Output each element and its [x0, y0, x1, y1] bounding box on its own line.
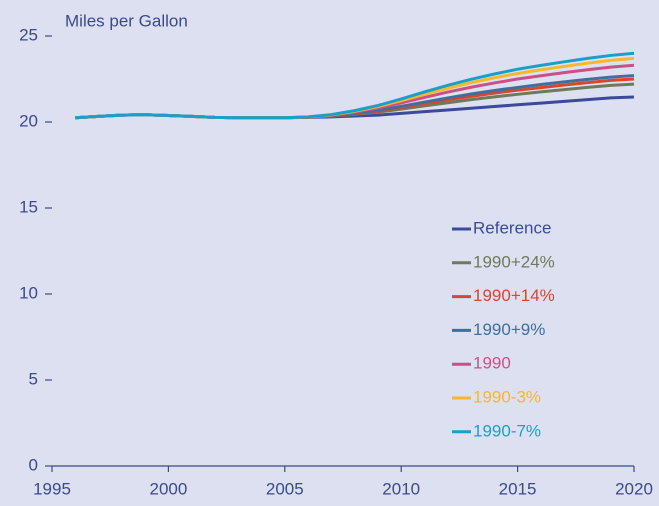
legend-label: 1990-3%	[473, 387, 541, 406]
legend-label: Reference	[473, 218, 551, 237]
series-line	[75, 51, 635, 120]
legend-label: 1990+24%	[473, 252, 555, 271]
legend-label: 1990+9%	[473, 320, 545, 339]
x-tick-label: 2005	[266, 479, 304, 498]
legend-label: 1990	[473, 354, 511, 373]
x-tick-label: 2000	[149, 479, 187, 498]
x-tick-label: 2010	[382, 479, 420, 498]
legend-label: 1990-7%	[473, 421, 541, 440]
legend-label: 1990+14%	[473, 286, 555, 305]
x-tick-label: 1995	[33, 479, 71, 498]
y-tick-label: 0	[29, 455, 38, 474]
y-tick-label: 5	[29, 369, 38, 388]
x-tick-label: 2020	[615, 479, 653, 498]
x-tick-label: 2015	[499, 479, 537, 498]
y-tick-label: 15	[19, 197, 38, 216]
y-tick-label: 10	[19, 283, 38, 302]
y-tick-label: 20	[19, 111, 38, 130]
y-axis-label: Miles per Gallon	[65, 11, 188, 30]
y-tick-label: 25	[19, 25, 38, 44]
